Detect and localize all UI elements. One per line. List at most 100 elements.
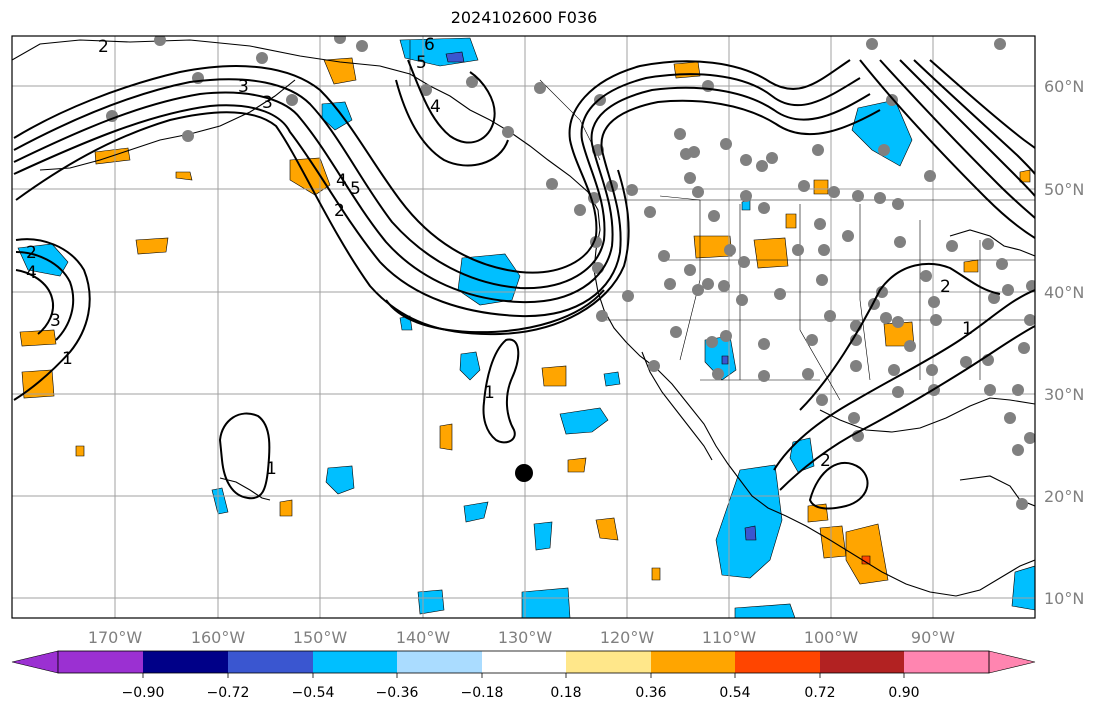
contour-label: 4 [430, 97, 441, 117]
pos-anomaly-region [785, 213, 797, 229]
colorbar-extend-low [11, 650, 59, 674]
neg-anomaly-region [321, 101, 353, 131]
pos-anomaly-region [135, 237, 169, 255]
pos-anomaly-region [753, 237, 789, 269]
longitude-labels: 170°W 160°W 150°W 140°W 130°W 120°W 110°… [88, 628, 955, 647]
colorbar-extend-high [988, 650, 1036, 674]
pos-anomaly-region [541, 365, 567, 387]
colorbar-tick-label: −0.72 [207, 685, 250, 701]
pos-anomaly-region [439, 423, 453, 451]
pos-anomaly-region [673, 61, 701, 79]
pos-anomaly-region [279, 499, 293, 517]
neg-core-region [744, 525, 757, 541]
contour-label: 3 [262, 93, 273, 113]
neg-core-region [445, 51, 465, 63]
contour-label: 5 [350, 179, 361, 199]
colorbar-bin [735, 651, 820, 673]
coastline-alaska [12, 39, 1035, 597]
colorbar-bin [904, 651, 989, 673]
contour-labels: 2 3 4 5 6 5 4 3 2 1 1 1 2 2 1 2 3 4 [26, 35, 973, 479]
coastlines [12, 39, 1035, 597]
neg-anomaly-region [559, 407, 609, 435]
pos-anomaly-region [595, 517, 619, 541]
coastline-great-lakes [949, 229, 1035, 257]
neg-anomaly-region [521, 587, 571, 618]
contour-label: 1 [266, 459, 277, 479]
lon-label: 160°W [191, 628, 246, 647]
lat-label: 60°N [1044, 77, 1084, 96]
contour-label: 1 [484, 383, 495, 403]
coastline-aleutians [39, 79, 296, 171]
colorbar-tick-label: 0.54 [719, 685, 750, 701]
shaded-anomalies [17, 37, 1035, 618]
graticule [12, 36, 1035, 618]
map-frame [11, 35, 1036, 619]
colorbar-tick-label: −0.90 [122, 685, 165, 701]
lat-label: 30°N [1044, 385, 1084, 404]
contour-label: 2 [940, 277, 951, 297]
neg-anomaly-region [211, 487, 229, 515]
location-marker [515, 464, 533, 482]
contour-label: 2 [334, 201, 345, 221]
colorbar-tick-label: −0.36 [376, 685, 419, 701]
lon-label: 140°W [396, 628, 451, 647]
lon-label: 150°W [293, 628, 348, 647]
colorbar-bin [566, 651, 651, 673]
latitude-labels: 60°N 50°N 40°N 30°N 20°N 10°N [1044, 77, 1084, 608]
lon-label: 170°W [88, 628, 143, 647]
contour-label: 2 [98, 37, 109, 57]
neg-core-region [721, 355, 729, 365]
contour-label: 3 [238, 77, 249, 97]
pos-anomaly-region [323, 57, 357, 85]
pos-anomaly-region [693, 235, 733, 259]
contour-label: 5 [416, 53, 427, 73]
lon-label: 110°W [702, 628, 757, 647]
neg-anomaly-region [325, 465, 355, 495]
contour-label: 4 [336, 171, 347, 191]
pos-anomaly-region [813, 179, 829, 195]
pos-anomaly-region [75, 445, 85, 457]
neg-anomaly-region [463, 501, 489, 523]
neg-anomaly-region [715, 464, 783, 579]
contour-lines [13, 59, 1035, 510]
contour-label: 6 [424, 35, 435, 55]
lat-label: 50°N [1044, 180, 1084, 199]
colorbar-frame [57, 650, 990, 674]
colorbar-bin [397, 651, 482, 673]
colorbar-tick-label: −0.18 [461, 685, 504, 701]
lat-label: 40°N [1044, 283, 1084, 302]
pos-anomaly-region [963, 259, 979, 273]
contour-label: 1 [962, 319, 973, 339]
figure-title: 2024102600 F036 [450, 8, 598, 27]
contour-label: 2 [820, 451, 831, 471]
colorbar-bin [58, 651, 143, 673]
neg-anomaly-region [734, 603, 796, 618]
map-content: 2 3 4 5 6 5 4 3 2 1 1 1 2 2 1 2 3 4 [12, 35, 1035, 618]
neg-anomaly-region [533, 521, 553, 551]
pos-anomaly-region [175, 171, 193, 181]
pos-anomaly-region [567, 457, 587, 473]
colorbar-tick-label: −0.54 [292, 685, 335, 701]
colorbar-tick-label: 0.90 [888, 685, 919, 701]
colorbar-bin [651, 651, 735, 673]
colorbar-bin [228, 651, 313, 673]
neg-anomaly-region [417, 589, 445, 615]
pos-anomaly-region [651, 567, 661, 581]
lat-label: 10°N [1044, 589, 1084, 608]
lon-label: 100°W [804, 628, 859, 647]
neg-anomaly-region [459, 351, 481, 381]
colorbar-ticks [142, 673, 905, 678]
colorbar-tick-label: 0.72 [804, 685, 835, 701]
colorbar: −0.90 −0.72 −0.54 −0.36 −0.18 0.18 0.36 … [11, 650, 1036, 701]
colorbar-bin [313, 651, 397, 673]
contour-label: 2 [26, 243, 37, 263]
neg-anomaly-region [789, 437, 815, 473]
lon-label: 120°W [600, 628, 655, 647]
neg-anomaly-region [603, 371, 621, 387]
contour-label: 3 [50, 311, 61, 331]
colorbar-tick-label: 0.36 [635, 685, 666, 701]
contour-label: 4 [26, 263, 37, 283]
coastline-gulf [819, 397, 1035, 433]
lat-label: 20°N [1044, 487, 1084, 506]
